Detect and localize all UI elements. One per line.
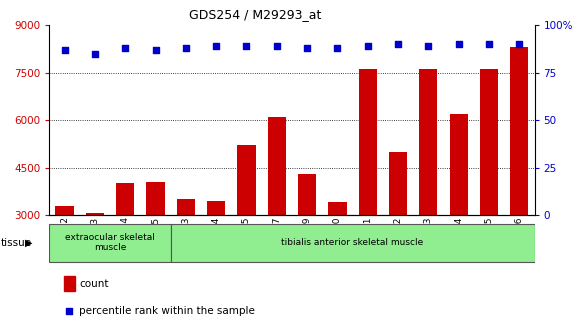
Bar [480, 70, 498, 310]
Bar [177, 199, 195, 310]
Bar [358, 70, 377, 310]
Bar [55, 206, 74, 310]
Point [393, 42, 403, 47]
Bar [268, 117, 286, 310]
Text: tissue: tissue [1, 238, 33, 248]
Point [60, 47, 69, 52]
Point [303, 45, 312, 51]
Bar [328, 202, 346, 310]
Text: extraocular skeletal
muscle: extraocular skeletal muscle [65, 233, 155, 252]
Bar [298, 174, 316, 310]
Bar [389, 152, 407, 310]
Point [151, 47, 160, 52]
Point [90, 51, 99, 56]
Bar [450, 114, 468, 310]
Point [181, 45, 191, 51]
Text: count: count [80, 279, 109, 289]
Point [485, 42, 494, 47]
Point [211, 43, 221, 49]
Bar [86, 213, 104, 310]
Bar [510, 47, 529, 310]
Point [515, 42, 524, 47]
Bar [207, 201, 225, 310]
Bar [116, 183, 134, 310]
Text: ▶: ▶ [25, 238, 33, 248]
Bar [238, 145, 256, 310]
Bar [419, 70, 437, 310]
Point [64, 308, 74, 313]
Point [454, 42, 464, 47]
Text: percentile rank within the sample: percentile rank within the sample [80, 306, 255, 316]
Point [333, 45, 342, 51]
Point [272, 43, 281, 49]
FancyBboxPatch shape [49, 224, 171, 262]
Point [242, 43, 251, 49]
FancyBboxPatch shape [171, 224, 535, 262]
Point [424, 43, 433, 49]
Bar [146, 182, 164, 310]
Text: tibialis anterior skeletal muscle: tibialis anterior skeletal muscle [281, 238, 424, 247]
Point [120, 45, 130, 51]
Point [363, 43, 372, 49]
Text: GDS254 / M29293_at: GDS254 / M29293_at [189, 8, 322, 22]
Bar [64, 276, 74, 291]
